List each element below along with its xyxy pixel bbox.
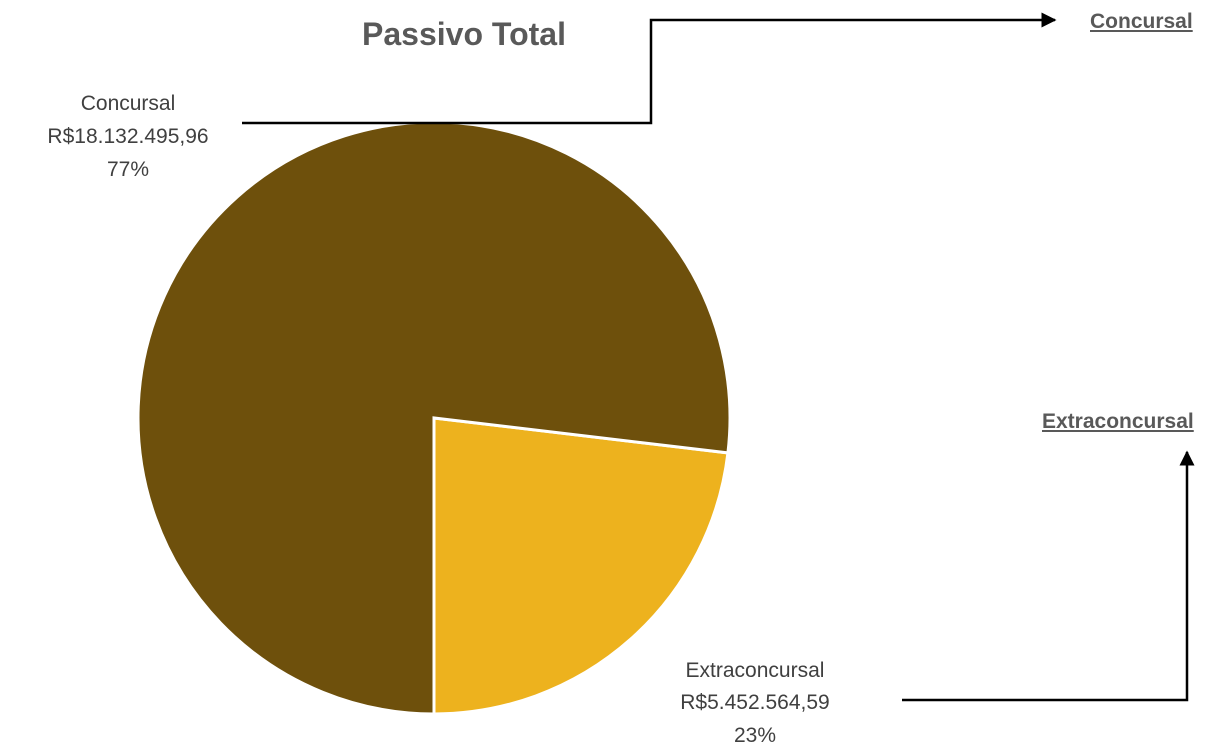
label-concursal-value: R$18.132.495,96 — [47, 125, 208, 148]
label-concursal-percent: 77% — [107, 158, 149, 181]
pie-slice-extraconcursal — [432, 416, 730, 716]
extraconcursal-link[interactable]: Extraconcursal — [1042, 410, 1194, 433]
label-extraconcursal-percent: 23% — [734, 724, 776, 747]
pie-slice-concursal — [136, 120, 732, 716]
concursal-link[interactable]: Concursal — [1090, 10, 1193, 33]
label-concursal-name: Concursal — [81, 92, 176, 115]
label-extraconcursal-value: R$5.452.564,59 — [680, 691, 829, 714]
label-extraconcursal: Extraconcursal R$5.452.564,59 23% — [680, 659, 829, 747]
label-extraconcursal-name: Extraconcursal — [686, 659, 825, 682]
connector-arrow-concursal — [242, 12, 1057, 125]
chart-title: Passivo Total — [362, 16, 566, 52]
pie-slices — [136, 120, 732, 716]
label-concursal: Concursal R$18.132.495,96 77% — [47, 92, 208, 181]
connector-arrow-extraconcursal — [902, 450, 1195, 702]
